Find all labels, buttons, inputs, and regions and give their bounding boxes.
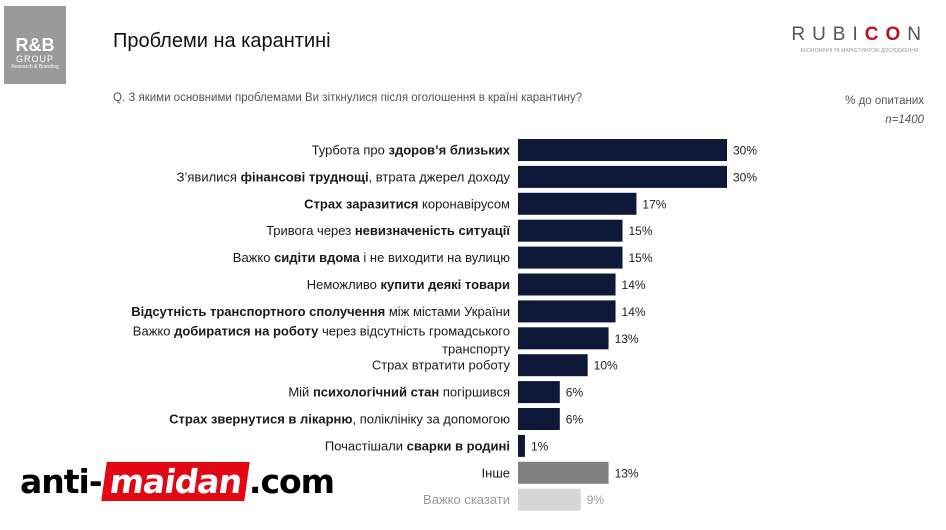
data-label: 9%	[587, 493, 605, 507]
bar	[518, 246, 623, 269]
data-label: 10%	[594, 359, 618, 373]
category-label-part: Турбота про	[312, 143, 389, 158]
category-label-part: Страх втратити роботу	[372, 358, 511, 373]
watermark-part3: .com	[248, 462, 335, 501]
category-label-part: сварки в родині	[407, 438, 510, 453]
bar	[518, 488, 581, 511]
category-label: Інше	[482, 465, 510, 480]
logo-line2: GROUP	[15, 54, 54, 64]
bar	[518, 273, 616, 296]
bar	[518, 461, 609, 484]
data-label: 17%	[642, 197, 666, 211]
rubicon-wordmark: RUBICON	[791, 24, 928, 46]
category-label-part: Неможливо	[307, 277, 381, 292]
category-label: Неможливо купити деякі товари	[307, 277, 510, 292]
category-label: Важко добиратися на роботу через відсутн…	[133, 323, 510, 338]
category-label-part: добиратися на роботу	[174, 323, 319, 338]
category-label: Турбота про здоров’я близьких	[312, 143, 511, 158]
page-title: Проблеми на карантині	[113, 30, 331, 52]
rb-group-logo: R&B GROUP Research & Branding	[4, 6, 66, 84]
sample-size: n=1400	[885, 114, 924, 126]
category-label: Тривога через невизначеність ситуації	[266, 223, 510, 238]
data-label: 14%	[622, 278, 646, 292]
category-label-part: , втрата джерел доходу	[369, 169, 511, 184]
category-label-part: коронавірусом	[418, 196, 510, 211]
category-label-part: психологічний стан	[313, 385, 439, 400]
category-label: Важко сказати	[423, 492, 510, 507]
category-label: Почастішали сварки в родині	[325, 438, 510, 453]
bar	[518, 219, 623, 242]
bar	[518, 434, 525, 457]
category-label: Страх заразитися коронавірусом	[304, 196, 510, 211]
category-label-part: Інше	[482, 465, 510, 480]
category-label: Страх звернутися в лікарню, поліклініку …	[169, 412, 510, 427]
category-label: Важко сидіти вдома і не виходити на вули…	[233, 250, 510, 265]
bar	[518, 300, 616, 323]
rubicon-prefix: RUBI	[791, 24, 865, 45]
bar	[518, 354, 588, 377]
category-label-part: між містами України	[385, 304, 510, 319]
category-label-part: фінансові труднощі	[241, 169, 369, 184]
bar	[518, 165, 727, 188]
category-label-part: Тривога через	[266, 223, 355, 238]
watermark-logo: anti-maidan .com	[20, 462, 335, 501]
category-label-part: сидіти вдома	[274, 250, 361, 265]
bar	[518, 139, 727, 161]
category-label-part: Страх звернутися в лікарню	[169, 412, 352, 427]
data-label: 15%	[629, 224, 653, 238]
category-label-part: Відсутність транспортного сполучення	[131, 304, 385, 319]
data-label: 6%	[566, 413, 584, 427]
category-label: З’явилися фінансові труднощі, втрата дже…	[177, 169, 511, 184]
data-label: 30%	[733, 170, 757, 184]
category-label-part: здоров’я близьких	[389, 143, 511, 158]
category-label-part: транспорту	[442, 341, 510, 356]
bar	[518, 327, 609, 350]
category-label: Мій психологічний стан погіршився	[288, 385, 510, 400]
units-label: % до опитаних	[845, 95, 924, 107]
logo-line1: R&B	[15, 35, 55, 55]
category-label-part: Важко	[233, 250, 274, 265]
logo-line3: Research & Branding	[11, 64, 59, 70]
category-label-part: Мій	[288, 385, 313, 400]
data-label: 13%	[615, 466, 639, 480]
category-label-part: , поліклініку за допомогою	[353, 412, 511, 427]
data-label: 15%	[629, 251, 653, 265]
category-label: Страх втратити роботу	[372, 358, 511, 373]
data-label: 13%	[615, 332, 639, 346]
category-label-part: невизначеність ситуації	[355, 223, 511, 238]
category-label-part: З’явилися	[177, 169, 241, 184]
category-label-part: купити деякі товари	[381, 277, 510, 292]
rubicon-tagline: ЕКОНОМІЧНІ ТА МАРКЕТИНГОВІ ДОСЛІДЖЕННЯ	[800, 48, 919, 54]
rubicon-logo: RUBICON ЕКОНОМІЧНІ ТА МАРКЕТИНГОВІ ДОСЛІ…	[791, 24, 928, 54]
watermark-part2: maidan	[100, 462, 250, 501]
bar	[518, 381, 560, 404]
survey-question: Q. З якими основними проблемами Ви зіткн…	[113, 92, 583, 104]
category-label-part: Важко	[133, 323, 174, 338]
bar	[518, 408, 560, 430]
category-label-part: Почастішали	[325, 438, 407, 453]
rubicon-highlight: CO	[864, 24, 908, 45]
category-label: Відсутність транспортного сполучення між…	[131, 304, 510, 319]
data-label: 30%	[733, 144, 757, 158]
rubicon-suffix: N	[907, 24, 928, 45]
bar	[518, 192, 637, 215]
category-label-part: через відсутність громадського	[318, 323, 510, 338]
data-label: 1%	[531, 439, 549, 453]
category-label-part: Важко сказати	[423, 492, 510, 507]
category-label-part: погіршився	[439, 385, 510, 400]
category-label-part: Страх заразитися	[304, 196, 418, 211]
category-label-part: і не виходити на вулицю	[360, 250, 510, 265]
category-label: транспорту	[442, 341, 510, 356]
data-label: 6%	[566, 386, 584, 400]
data-label: 14%	[622, 305, 646, 319]
watermark-part1: anti-	[20, 462, 103, 501]
